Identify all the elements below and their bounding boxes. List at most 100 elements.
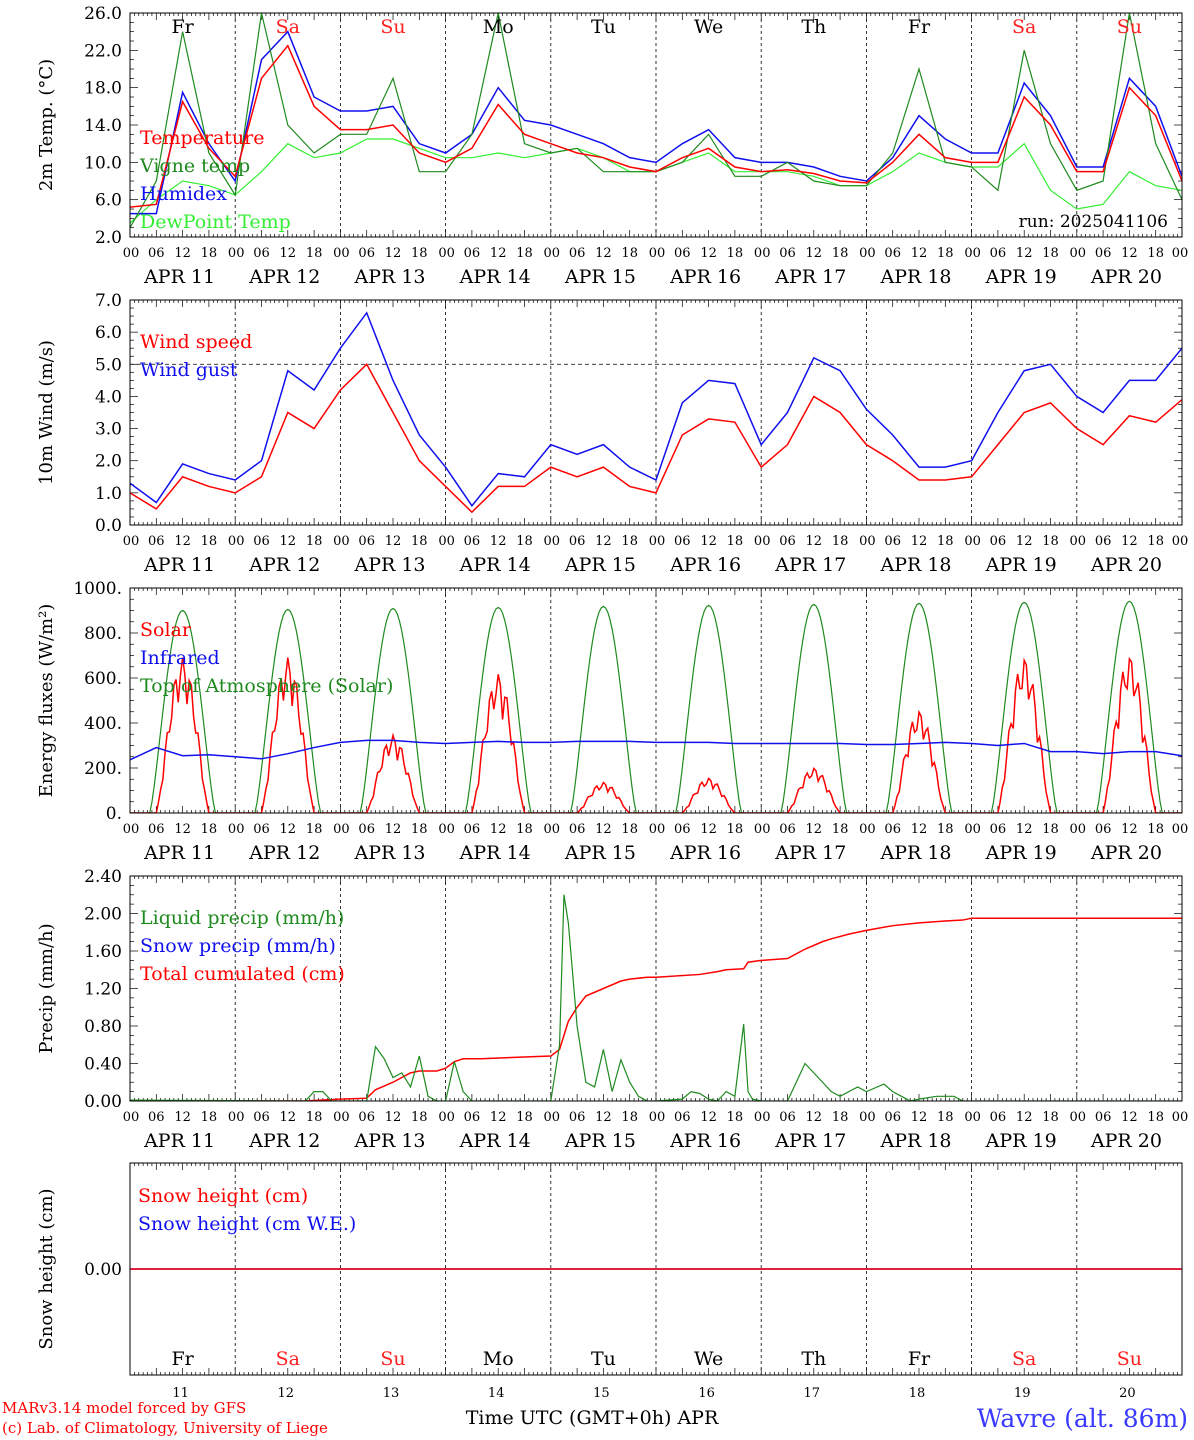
legend-entry: Wind speed (140, 331, 252, 353)
hour-tick-label: 06 (779, 822, 796, 837)
hour-tick-label: 18 (201, 1110, 218, 1125)
hour-tick-label: 18 (937, 534, 954, 549)
hour-tick-label: 00 (228, 534, 245, 549)
hour-tick-label: 18 (621, 1110, 638, 1125)
hour-tick-label: 00 (649, 246, 666, 261)
series-line-toa-solar (130, 600, 1182, 813)
run-label: run: 2025041106 (1019, 212, 1168, 232)
day-abbr-label: Sa (1012, 16, 1036, 38)
day-abbr-label: Fr (908, 16, 931, 38)
hour-tick-label: 06 (358, 822, 375, 837)
hour-tick-label: 06 (253, 1110, 270, 1125)
hour-tick-label: 12 (911, 1110, 928, 1125)
date-label: APR 12 (248, 1130, 320, 1152)
hour-tick-label: 12 (280, 534, 297, 549)
hour-tick-label: 18 (1042, 1110, 1059, 1125)
date-number-label: 16 (698, 1386, 715, 1401)
day-abbr-label: Su (1117, 1348, 1142, 1370)
day-abbr-label: Su (380, 1348, 405, 1370)
hour-tick-label: 18 (1147, 1110, 1164, 1125)
day-abbr-label: Sa (1012, 1348, 1036, 1370)
hour-tick-label: 00 (228, 822, 245, 837)
day-abbr-label: Su (1117, 16, 1142, 38)
panel-5: 0.00 Snow height (cm) Snow height (cm) Snow… (36, 1162, 1183, 1401)
hour-tick-label: 18 (201, 246, 218, 261)
date-label: APR 20 (1090, 1130, 1162, 1152)
hour-tick-label: 18 (1147, 822, 1164, 837)
date-label: APR 20 (1090, 554, 1162, 576)
date-label: APR 14 (459, 842, 531, 864)
y-axis-label: 10m Wind (m/s) (36, 340, 57, 485)
hour-tick-label: 12 (700, 822, 717, 837)
hour-tick-label: 06 (990, 246, 1007, 261)
plot-frame (129, 12, 1183, 238)
hour-tick-label: 06 (464, 534, 481, 549)
date-label: APR 13 (353, 554, 425, 576)
hour-tick-label: 06 (464, 246, 481, 261)
day-abbr-label: Th (801, 1348, 826, 1370)
y-tick-label: 3.0 (95, 420, 122, 440)
hour-tick-label: 00 (438, 1110, 455, 1125)
hour-tick-label: 00 (228, 246, 245, 261)
day-abbr-label: Sa (276, 1348, 300, 1370)
y-tick-label: 6.0 (95, 191, 122, 211)
hour-tick-label: 18 (411, 246, 428, 261)
hour-tick-label: 06 (1095, 534, 1112, 549)
hour-tick-label: 18 (937, 246, 954, 261)
hour-tick-label: 00 (859, 246, 876, 261)
y-tick-label: 10.0 (84, 153, 122, 173)
series-line-wind-speed (130, 363, 1182, 514)
hour-tick-label: 12 (700, 246, 717, 261)
y-tick-label: 6.0 (95, 323, 122, 343)
series-group (130, 600, 1182, 813)
date-label: APR 13 (353, 266, 425, 288)
y-tick-label: 600. (84, 669, 122, 689)
lab-credit: (c) Lab. of Climatology, University of L… (2, 1419, 328, 1437)
y-tick-label: 0.00 (84, 1260, 122, 1280)
y-tick-label: 0.80 (84, 1017, 122, 1037)
hour-tick-label: 12 (595, 1110, 612, 1125)
hour-tick-label: 18 (621, 246, 638, 261)
hour-tick-label: 18 (937, 1110, 954, 1125)
hour-tick-label: 18 (727, 822, 744, 837)
legend-entry: Snow height (cm W.E.) (138, 1213, 356, 1235)
hour-tick-label: 12 (595, 534, 612, 549)
hour-tick-label: 18 (306, 1110, 323, 1125)
date-label: APR 19 (985, 266, 1057, 288)
hour-tick-label: 06 (253, 534, 270, 549)
y-axis-label: 2m Temp. (°C) (36, 59, 57, 191)
plot-frame (129, 875, 1183, 1102)
hour-tick-label: 18 (727, 534, 744, 549)
hour-tick-label: 12 (174, 1110, 191, 1125)
hour-tick-label: 00 (123, 534, 140, 549)
date-number-label: 15 (593, 1386, 610, 1401)
legend-entry: Top of Atmosphere (Solar) (140, 675, 393, 697)
hour-tick-label: 00 (859, 1110, 876, 1125)
hour-tick-label: 06 (569, 822, 586, 837)
hour-tick-label: 06 (148, 822, 165, 837)
legend-entry: Snow precip (mm/h) (140, 935, 336, 957)
hour-tick-label: 18 (937, 822, 954, 837)
day-abbr-label: Su (380, 16, 405, 38)
date-label: APR 17 (774, 842, 846, 864)
y-tick-label: 26.0 (84, 4, 122, 24)
date-number-label: 14 (488, 1386, 505, 1401)
hour-tick-label: 12 (1016, 246, 1033, 261)
day-abbr-label: Sa (276, 16, 300, 38)
hour-tick-label: 12 (911, 246, 928, 261)
hour-tick-label: 06 (464, 1110, 481, 1125)
date-label: APR 17 (774, 554, 846, 576)
legend-entry: Infrared (140, 647, 220, 669)
y-axis-label: Precip (mm/h) (36, 923, 57, 1053)
hour-tick-label: 00 (859, 822, 876, 837)
hour-tick-label: 00 (333, 1110, 350, 1125)
hour-tick-label: 12 (174, 822, 191, 837)
hour-tick-label: 18 (411, 534, 428, 549)
hour-tick-label: 00 (1172, 1110, 1189, 1125)
date-label: APR 11 (143, 1130, 215, 1152)
day-abbr-label: Tu (591, 1348, 616, 1370)
date-label: APR 15 (564, 842, 636, 864)
date-number-label: 17 (804, 1386, 821, 1401)
date-label: APR 14 (459, 1130, 531, 1152)
hour-tick-label: 06 (884, 1110, 901, 1125)
